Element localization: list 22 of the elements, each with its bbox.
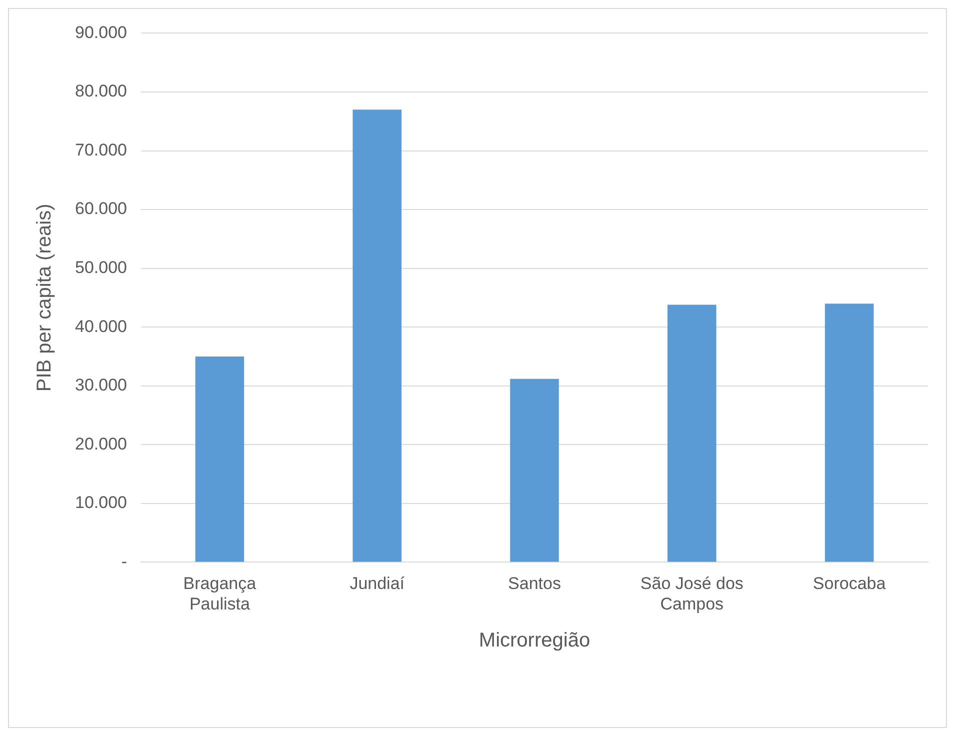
- x-tick-label: Bragança Paulista: [183, 574, 257, 614]
- x-tick-label: Sorocaba: [812, 574, 886, 594]
- y-tick-label: -: [121, 552, 127, 571]
- bar: [195, 356, 244, 562]
- x-tick-label: Jundiaí: [350, 574, 405, 594]
- bar: [510, 378, 559, 562]
- bar: [824, 304, 874, 562]
- y-tick-label: 80.000: [74, 82, 127, 101]
- y-tick-label: 20.000: [74, 434, 127, 454]
- y-tick-label: 90.000: [74, 22, 127, 42]
- y-axis-title: PIB per capita (reais): [34, 204, 56, 392]
- x-tick-label: São José dos Campos: [640, 574, 744, 614]
- bar: [668, 304, 716, 562]
- bar: [352, 110, 402, 562]
- y-tick-label: 30.000: [74, 376, 127, 395]
- x-tick-label: Santos: [508, 574, 561, 594]
- y-tick-label: 10.000: [74, 493, 127, 512]
- x-axis-title: Microrregião: [478, 630, 590, 652]
- y-tick-label: 60.000: [74, 199, 127, 218]
- y-tick-label: 50.000: [74, 258, 127, 277]
- y-tick-label: 40.000: [74, 316, 127, 336]
- y-tick-label: 70.000: [74, 140, 127, 160]
